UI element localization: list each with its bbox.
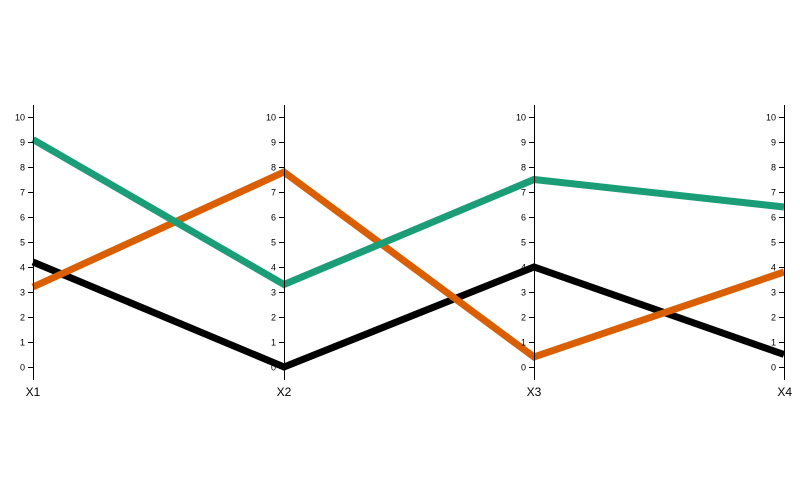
- axis-label: X2: [277, 385, 292, 399]
- series-line-2: [31, 167, 786, 361]
- tick-label: 5: [521, 238, 526, 248]
- axis-label: X1: [26, 385, 41, 399]
- tick-label: 7: [521, 188, 526, 198]
- tick-label: 0: [521, 363, 526, 373]
- tick-label: 7: [271, 188, 276, 198]
- tick-label: 5: [271, 238, 276, 248]
- tick-label: 0: [20, 363, 25, 373]
- tick-label: 1: [521, 338, 526, 348]
- axis-x3: 0 1 2 3 4 5 6 7 8 9 10 X3: [516, 105, 542, 399]
- series-layer: [31, 136, 786, 371]
- tick-label: 1: [271, 338, 276, 348]
- tick-label: 3: [521, 288, 526, 298]
- tick-label: 9: [521, 138, 526, 148]
- axis-x2: 0 1 2 3 4 5 6 7 8 9 10 X2: [266, 105, 292, 399]
- tick-label: 5: [771, 238, 776, 248]
- tick-label: 4: [521, 263, 526, 273]
- tick-label: 3: [771, 288, 776, 298]
- tick-label: 4: [20, 263, 25, 273]
- tick-label: 8: [271, 163, 276, 173]
- tick-label: 3: [271, 288, 276, 298]
- tick-label: 0: [271, 363, 276, 373]
- tick-label: 9: [771, 138, 776, 148]
- tick-label: 7: [771, 188, 776, 198]
- tick-label: 2: [271, 313, 276, 323]
- axis-x4: 0 1 2 3 4 5 6 7 8 9 10 X4: [766, 105, 792, 399]
- tick-label: 4: [771, 263, 776, 273]
- axis-x1: 0 1 2 3 4 5 6 7 8 9 10 X1: [15, 105, 41, 399]
- tick-label: 5: [20, 238, 25, 248]
- tick-label: 8: [771, 163, 776, 173]
- tick-label: 8: [521, 163, 526, 173]
- tick-label: 1: [20, 338, 25, 348]
- series-line-3: [31, 136, 785, 289]
- tick-label: 6: [521, 213, 526, 223]
- tick-label: 3: [20, 288, 25, 298]
- tick-label: 2: [20, 313, 25, 323]
- axis-label: X3: [527, 385, 542, 399]
- tick-label: 10: [266, 113, 276, 123]
- tick-label: 6: [271, 213, 276, 223]
- tick-label: 6: [20, 213, 25, 223]
- tick-label: 1: [771, 338, 776, 348]
- tick-label: 2: [771, 313, 776, 323]
- tick-label: 2: [521, 313, 526, 323]
- tick-label: 9: [20, 138, 25, 148]
- tick-label: 10: [766, 113, 776, 123]
- tick-label: 0: [771, 363, 776, 373]
- tick-label: 10: [516, 113, 526, 123]
- axis-label: X4: [777, 385, 792, 399]
- series-line-1: [31, 258, 786, 371]
- tick-label: 6: [771, 213, 776, 223]
- tick-label: 4: [271, 263, 276, 273]
- tick-label: 8: [20, 163, 25, 173]
- axes-layer: 012345678910X1012345678910X2012345678910…: [15, 105, 792, 399]
- tick-label: 7: [20, 188, 25, 198]
- tick-label: 10: [15, 113, 25, 123]
- tick-label: 9: [271, 138, 276, 148]
